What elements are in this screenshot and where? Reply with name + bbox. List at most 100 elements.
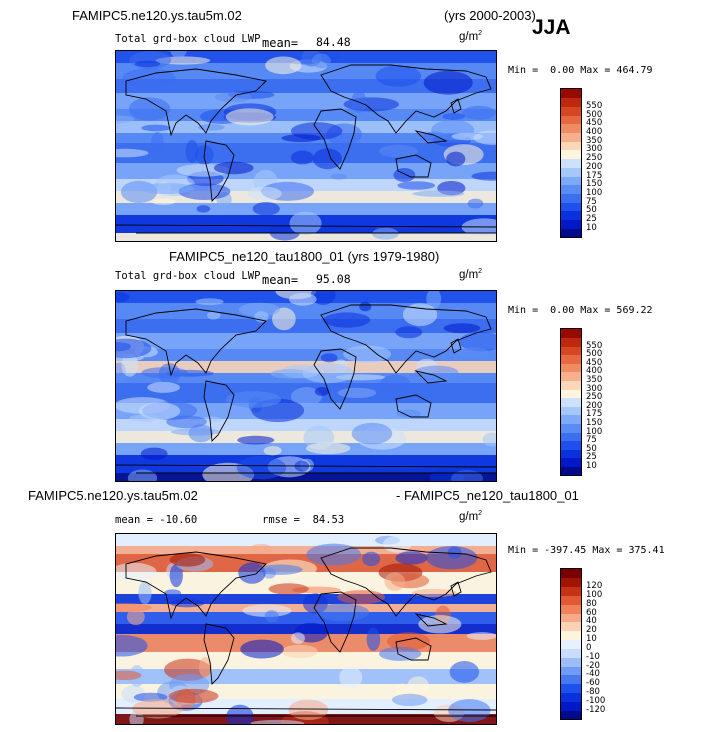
map-blotch	[443, 323, 481, 334]
map-band	[116, 612, 496, 624]
map-blotch	[378, 144, 418, 158]
map-blotch	[140, 447, 168, 460]
coastline	[450, 338, 462, 354]
colorbar-tick-label: 100	[586, 426, 603, 437]
map-blotch	[281, 644, 318, 659]
colorbar-cell	[561, 219, 581, 229]
map-blotch	[380, 374, 411, 394]
colorbar-cell	[561, 406, 581, 416]
coastline	[116, 464, 496, 474]
map-blotch	[116, 292, 130, 303]
map-blotch	[185, 139, 199, 163]
colorbar-cell	[561, 595, 581, 605]
colorbar-tick-label: 150	[586, 417, 603, 428]
colorbar-cell	[561, 457, 581, 467]
map-blotch	[206, 311, 221, 320]
panel2-mean-label: mean=	[262, 273, 299, 287]
colorbar-cell	[561, 432, 581, 442]
map-blotch	[169, 552, 206, 567]
map-blotch	[202, 416, 221, 423]
map-blotch	[121, 353, 139, 377]
panel3-units: g/m2	[459, 510, 483, 523]
map-blotch	[288, 699, 329, 721]
map-blotch	[290, 150, 314, 165]
map-blotch	[252, 201, 280, 216]
map-blotch	[414, 365, 459, 379]
coastline	[203, 140, 235, 202]
coastline	[203, 380, 235, 442]
map-blotch	[407, 676, 429, 695]
colorbar-tick-label: 20	[586, 625, 597, 636]
colorbar-tick-label: 350	[586, 375, 603, 386]
colorbar-tick-label: 450	[586, 118, 603, 129]
colorbar-tick-label: -120	[586, 704, 606, 715]
map-blotch	[127, 469, 158, 481]
colorbar-cell	[561, 577, 581, 588]
colorbar-cell	[561, 89, 581, 99]
colorbar-tick-label: -40	[586, 669, 600, 680]
colorbar-cell	[561, 380, 581, 390]
map-panel-3	[115, 533, 497, 725]
map-blotch	[226, 704, 254, 724]
coastline	[313, 591, 357, 653]
colorbar-cell	[561, 586, 581, 596]
coastline	[116, 224, 496, 234]
map-blotch	[116, 670, 142, 681]
map-blotch	[305, 442, 351, 455]
map-blotch	[362, 551, 381, 567]
colorbar-tick-label: -10	[586, 651, 600, 662]
map-blotch	[306, 543, 362, 566]
colorbar-tick-label: 450	[586, 357, 603, 368]
colorbar-cell	[561, 613, 581, 623]
colorbar-cell	[561, 176, 581, 186]
map-blotch	[311, 53, 331, 69]
map-band	[116, 233, 496, 241]
map-blotch	[151, 198, 176, 205]
colorbar-cell	[561, 604, 581, 614]
map-blotch	[351, 422, 393, 445]
colorbar-cell	[561, 123, 581, 134]
map-blotch	[139, 183, 195, 195]
map-blotch	[169, 563, 183, 588]
colorbar-tick-label: 500	[586, 349, 603, 360]
map-blotch	[237, 435, 275, 445]
colorbar-tick-label: -20	[586, 660, 600, 671]
map-blotch	[141, 367, 188, 379]
map-band	[116, 333, 496, 349]
map-blotch	[291, 632, 305, 645]
map-blotch	[188, 424, 214, 443]
colorbar-tick-label: 175	[586, 409, 603, 420]
colorbar-cell	[561, 363, 581, 373]
map-blotch	[289, 211, 322, 235]
coastline	[313, 348, 357, 410]
map-blotch	[138, 581, 152, 605]
panel2-units: g/m2	[459, 268, 483, 281]
map-blotch	[268, 583, 309, 595]
map-blotch	[466, 632, 496, 640]
colorbar-2	[560, 328, 582, 476]
map-blotch	[288, 292, 317, 306]
map-blotch	[128, 97, 171, 121]
coastline	[320, 547, 492, 617]
colorbar-cell	[561, 630, 581, 641]
colorbar-tick-label: 25	[586, 214, 597, 225]
coastline	[395, 154, 432, 178]
colorbar-3	[560, 568, 582, 720]
map-blotch	[240, 639, 284, 659]
case1-title: FAMIPC5.ne120.ys.tau5m.02	[72, 8, 242, 23]
colorbar-cell	[561, 569, 581, 579]
diff-left-title: FAMIPC5.ne120.ys.tau5m.02	[28, 488, 198, 503]
colorbar-tick-label: 550	[586, 100, 603, 111]
colorbar-cell	[561, 115, 581, 125]
map-blotch	[225, 391, 282, 408]
colorbar-tick-label: -80	[586, 687, 600, 698]
map-blotch	[302, 363, 354, 384]
panel3-mean: mean = -10.60	[115, 514, 198, 526]
map-blotch	[339, 666, 363, 689]
colorbar-tick-label: 10	[586, 222, 597, 233]
colorbar-tick-label: 120	[586, 581, 603, 592]
colorbar-cell	[561, 184, 581, 194]
map-blotch	[315, 603, 370, 622]
panel3-range: Min = -397.45 Max = 375.41	[508, 545, 665, 556]
colorbar-tick-label: 75	[586, 196, 597, 207]
